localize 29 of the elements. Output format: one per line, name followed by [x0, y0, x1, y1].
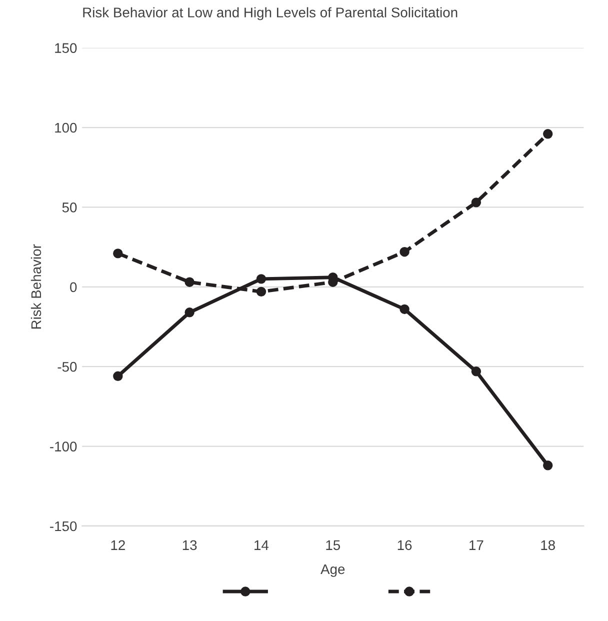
- y-tick-label: 150: [55, 43, 77, 53]
- point: [400, 304, 410, 314]
- point: [113, 248, 123, 258]
- point: [256, 286, 266, 297]
- point: [400, 246, 410, 257]
- y-tick-label: -150: [50, 521, 77, 532]
- x-tick-label: 18: [541, 540, 555, 550]
- point: [542, 460, 553, 470]
- x-tick-label: 15: [326, 540, 340, 550]
- point: [542, 129, 553, 139]
- x-tick-label: 12: [111, 540, 125, 550]
- point: [184, 277, 194, 287]
- x-tick-label: 13: [182, 540, 197, 550]
- y-tick-label: 0: [70, 282, 77, 292]
- y-tick-label: -50: [58, 362, 77, 372]
- chart-title: Risk Behavior at Low and High Levels of Parental Solicitation: [83, 7, 458, 20]
- x-tick-label: 16: [398, 540, 412, 550]
- y-tick-label: 50: [62, 202, 77, 212]
- point: [256, 274, 266, 284]
- x-tick-label: 17: [470, 540, 484, 550]
- y-tick-label: -100: [50, 442, 77, 452]
- x-tick-label: 14: [254, 540, 269, 550]
- y-axis-title: Risk Behavior: [30, 244, 42, 329]
- y-tick-label: 100: [55, 122, 77, 133]
- x-axis-title: Age: [320, 564, 345, 577]
- point: [113, 371, 123, 382]
- point: [471, 366, 482, 376]
- point: [471, 198, 482, 208]
- point: [184, 308, 194, 318]
